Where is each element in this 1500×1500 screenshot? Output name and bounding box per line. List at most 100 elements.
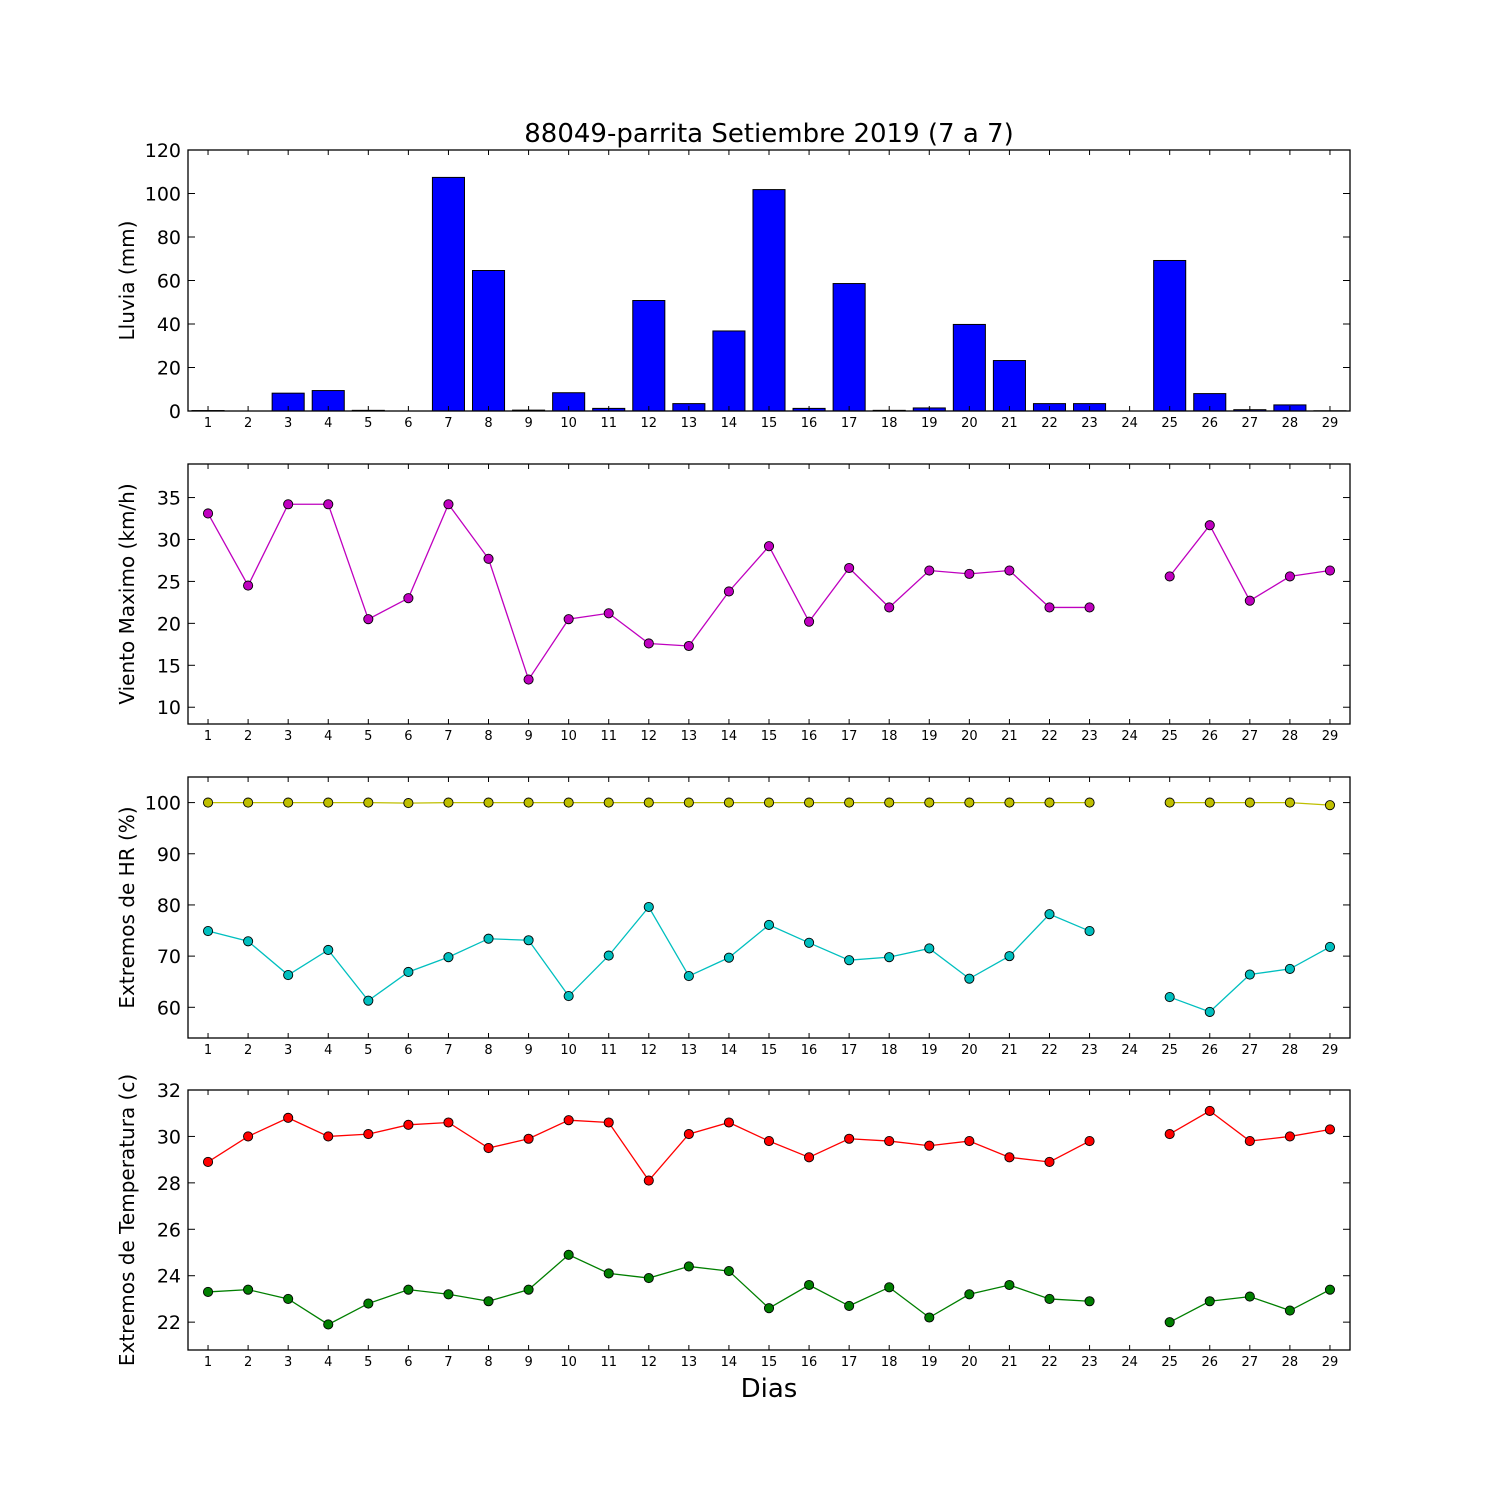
point-humedad-1-day-2 <box>243 936 254 947</box>
x-tick-label: 18 <box>881 416 898 431</box>
x-tick-label: 21 <box>1001 416 1018 431</box>
point-temperatura-0-day-11 <box>603 1117 614 1128</box>
x-tick-label: 21 <box>1001 1043 1018 1058</box>
point-temperatura-1-day-6 <box>403 1284 414 1295</box>
x-tick-label: 1 <box>204 416 212 431</box>
x-tick-label: 12 <box>641 1043 658 1058</box>
x-tick-label: 4 <box>324 416 332 431</box>
point-viento-0-day-9 <box>523 674 534 685</box>
point-humedad-1-day-23 <box>1084 925 1095 937</box>
y-tick-label: 32 <box>157 1080 181 1102</box>
x-tick-label: 11 <box>600 729 617 744</box>
x-tick-label: 7 <box>444 416 452 431</box>
point-temperatura-0-day-20 <box>964 1136 975 1147</box>
point-temperatura-1-day-2 <box>243 1284 254 1295</box>
x-tick-label: 7 <box>444 1355 452 1370</box>
point-humedad-1-day-29 <box>1324 941 1336 952</box>
point-temperatura-1-day-22 <box>1044 1293 1055 1304</box>
x-tick-label: 20 <box>961 1355 978 1370</box>
x-tick-label: 1 <box>204 729 212 744</box>
x-tick-label: 29 <box>1322 729 1339 744</box>
point-temperatura-0-day-12 <box>643 1175 654 1186</box>
x-tick-label: 8 <box>484 1043 492 1058</box>
point-humedad-1-day-10 <box>563 990 574 1002</box>
y-tick-label: 35 <box>157 488 181 510</box>
point-humedad-1-day-15 <box>763 919 775 930</box>
x-tick-label: 2 <box>244 729 252 744</box>
point-humedad-1-day-17 <box>844 955 855 966</box>
point-temperatura-0-day-17 <box>844 1133 855 1144</box>
point-temperatura-1-day-25 <box>1164 1317 1175 1328</box>
x-tick-label: 2 <box>244 1355 252 1370</box>
point-temperatura-1-day-8 <box>483 1296 494 1307</box>
bar-day-17 <box>832 283 866 412</box>
point-temperatura-1-day-23 <box>1084 1296 1095 1307</box>
point-viento-0-day-3 <box>283 499 294 510</box>
point-viento-0-day-10 <box>563 614 574 625</box>
point-viento-0-day-4 <box>323 499 334 510</box>
y-tick-label: 20 <box>157 613 181 635</box>
point-temperatura-1-day-21 <box>1004 1279 1015 1291</box>
point-humedad-0-day-16 <box>804 797 815 808</box>
point-temperatura-1-day-16 <box>804 1279 815 1291</box>
point-viento-0-day-28 <box>1284 571 1295 582</box>
point-humedad-0-day-23 <box>1084 797 1095 808</box>
x-tick-label: 13 <box>681 416 698 431</box>
point-humedad-1-day-11 <box>603 950 614 961</box>
point-humedad-1-day-6 <box>403 966 414 978</box>
point-temperatura-1-day-19 <box>924 1312 935 1323</box>
point-temperatura-1-day-18 <box>884 1282 895 1293</box>
x-tick-label: 28 <box>1282 729 1299 744</box>
x-tick-label: 28 <box>1282 416 1299 431</box>
y-tick-label: 60 <box>157 997 181 1019</box>
x-tick-label: 9 <box>524 416 532 431</box>
point-humedad-1-day-16 <box>804 937 815 948</box>
x-tick-label: 9 <box>524 729 532 744</box>
x-tick-label: 3 <box>284 416 292 431</box>
point-humedad-0-day-15 <box>763 797 775 808</box>
x-tick-label: 3 <box>284 1355 292 1370</box>
point-temperatura-1-day-14 <box>723 1266 734 1277</box>
y-tick-label: 15 <box>157 655 181 677</box>
x-tick-label: 18 <box>881 1043 898 1058</box>
bar-day-7 <box>431 176 465 412</box>
y-tick-label: 0 <box>169 401 181 423</box>
point-humedad-1-day-21 <box>1004 951 1015 962</box>
point-humedad-1-day-19 <box>924 943 935 954</box>
point-humedad-0-day-18 <box>884 797 895 808</box>
point-temperatura-0-day-10 <box>563 1115 574 1126</box>
point-humedad-0-day-6 <box>403 798 414 809</box>
x-tick-label: 9 <box>524 1355 532 1370</box>
x-tick-label: 10 <box>560 1043 577 1058</box>
x-tick-label: 22 <box>1041 1355 1058 1370</box>
x-tick-label: 9 <box>524 1043 532 1058</box>
x-tick-label: 21 <box>1001 1355 1018 1370</box>
point-viento-0-day-5 <box>363 614 374 625</box>
y-tick-label: 25 <box>157 571 181 593</box>
point-humedad-0-day-7 <box>443 797 454 808</box>
y-axis-label-temperatura: Extremos de Temperatura (c) <box>115 1074 139 1366</box>
x-tick-label: 11 <box>600 1043 617 1058</box>
x-tick-label: 25 <box>1161 1355 1178 1370</box>
point-temperatura-1-day-1 <box>202 1286 214 1298</box>
y-tick-label: 20 <box>157 358 181 380</box>
point-temperatura-0-day-2 <box>243 1131 254 1142</box>
x-tick-label: 15 <box>761 416 778 431</box>
point-humedad-1-day-20 <box>964 973 975 984</box>
x-tick-label: 4 <box>324 1043 332 1058</box>
point-temperatura-0-day-8 <box>483 1142 494 1154</box>
point-humedad-0-day-21 <box>1004 797 1015 808</box>
x-tick-label: 13 <box>681 1043 698 1058</box>
point-humedad-0-day-8 <box>483 797 494 808</box>
point-temperatura-0-day-19 <box>924 1140 935 1151</box>
point-humedad-1-day-22 <box>1044 909 1055 920</box>
point-viento-0-day-29 <box>1324 565 1336 576</box>
x-tick-label: 12 <box>641 729 658 744</box>
x-tick-label: 13 <box>681 1355 698 1370</box>
point-viento-0-day-7 <box>443 499 454 510</box>
x-tick-label: 12 <box>641 416 658 431</box>
x-tick-label: 17 <box>841 416 858 431</box>
x-tick-label: 29 <box>1322 1355 1339 1370</box>
point-humedad-1-day-25 <box>1164 992 1175 1003</box>
